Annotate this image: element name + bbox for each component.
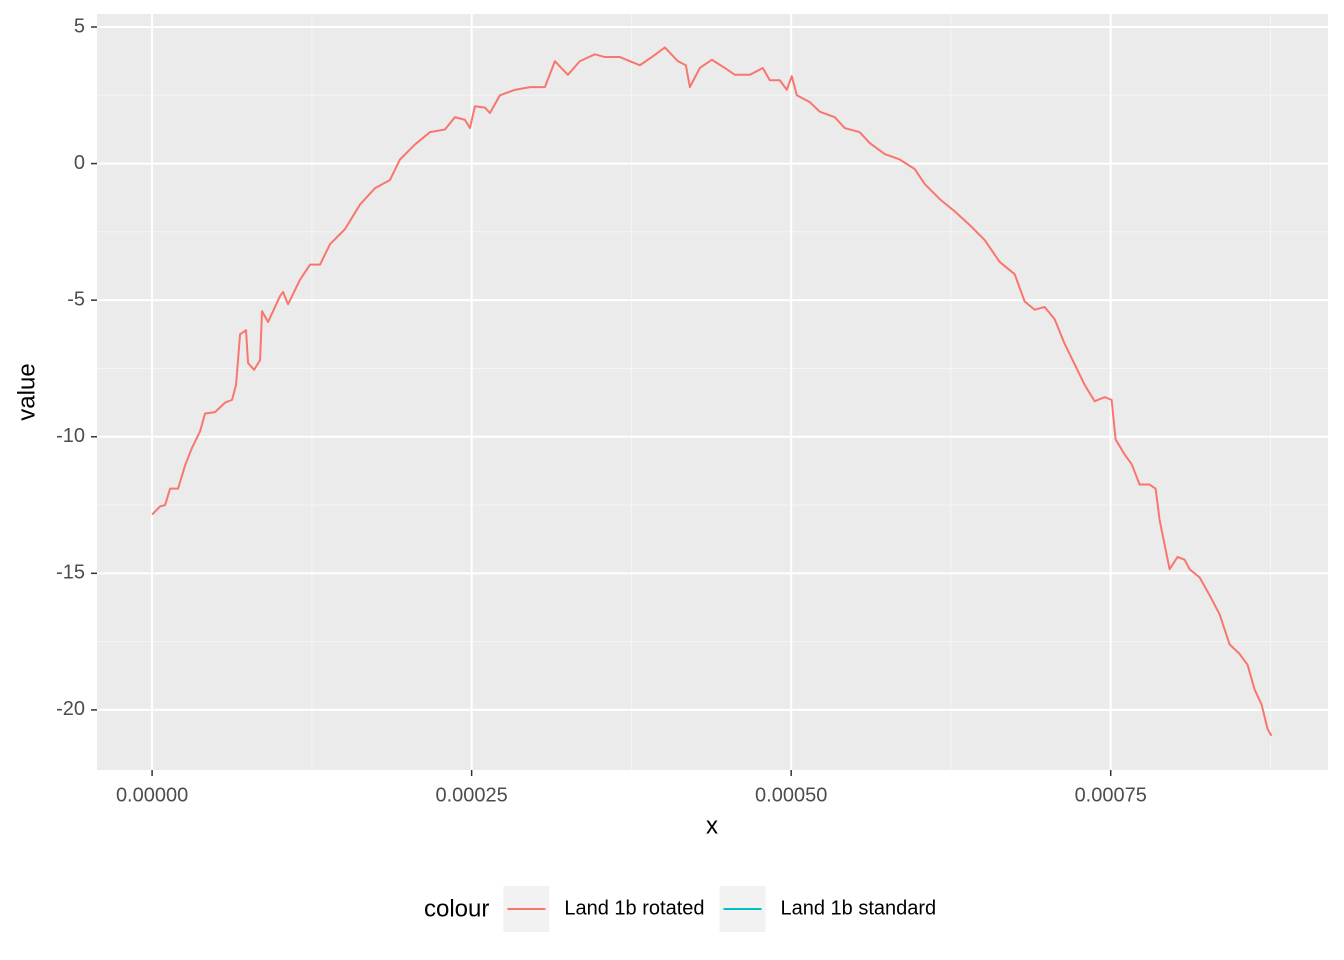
legend-title: colour xyxy=(424,895,489,922)
panel xyxy=(97,14,1328,770)
y-axis-title: value xyxy=(13,363,40,420)
y-tick-label: 0 xyxy=(74,152,85,174)
x-tick-label: 0.00075 xyxy=(1075,784,1147,806)
y-tick-label: 5 xyxy=(74,15,85,37)
y-tick-label: -5 xyxy=(67,288,85,310)
y-tick-label: -20 xyxy=(56,698,85,720)
legend-label: Land 1b rotated xyxy=(564,897,704,919)
legend: colour Land 1b rotated Land 1b standard xyxy=(424,886,936,932)
x-axis-title: x xyxy=(706,812,718,839)
legend-label: Land 1b standard xyxy=(781,897,937,919)
grid xyxy=(97,14,1328,770)
y-tick-label: -10 xyxy=(56,425,85,447)
lines xyxy=(151,46,1273,737)
y-tick-label: -15 xyxy=(56,562,85,584)
x-tick-label: 0.00025 xyxy=(435,784,507,806)
series-line xyxy=(151,46,1273,737)
x-tick-label: 0.00050 xyxy=(755,784,827,806)
x-tick-label: 0.00000 xyxy=(116,784,188,806)
